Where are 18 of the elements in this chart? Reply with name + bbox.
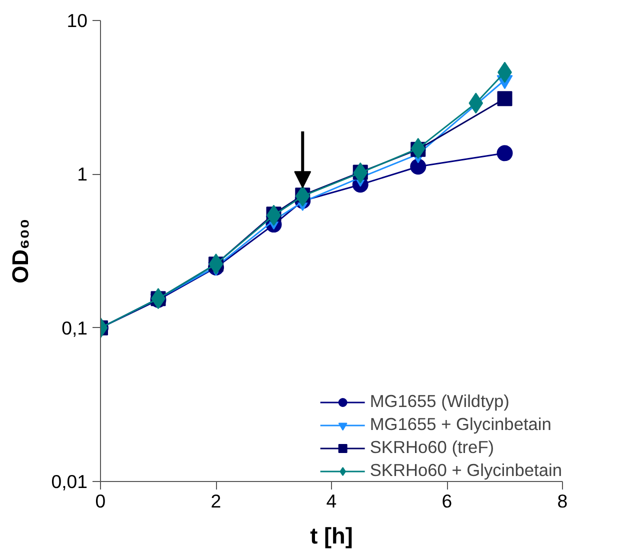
y-axis-title: OD₆₀₀ [7, 218, 34, 284]
x-axis-title: t [h] [310, 522, 353, 548]
x-tick-label: 2 [210, 490, 222, 512]
y-tick-label: 0,01 [51, 471, 88, 492]
point [496, 145, 513, 162]
x-tick-label: 4 [326, 490, 337, 512]
x-tick-label: 8 [557, 490, 568, 512]
y-tick-label: 10 [66, 10, 88, 31]
x-tick-label: 0 [95, 490, 106, 512]
x-tick-label: 6 [442, 490, 452, 512]
y-tick-label: 0,1 [62, 317, 88, 338]
legend-label: MG1655 + Glycinbetain [370, 414, 552, 435]
legend-label: SKRHo60 + Glycinbetain [370, 460, 562, 481]
legend-label: SKRHo60 (treF) [370, 437, 494, 458]
legend-label: MG1655 (Wildtyp) [370, 391, 510, 412]
y-tick-label: 1 [77, 164, 88, 185]
point [410, 158, 426, 175]
point [497, 91, 512, 106]
